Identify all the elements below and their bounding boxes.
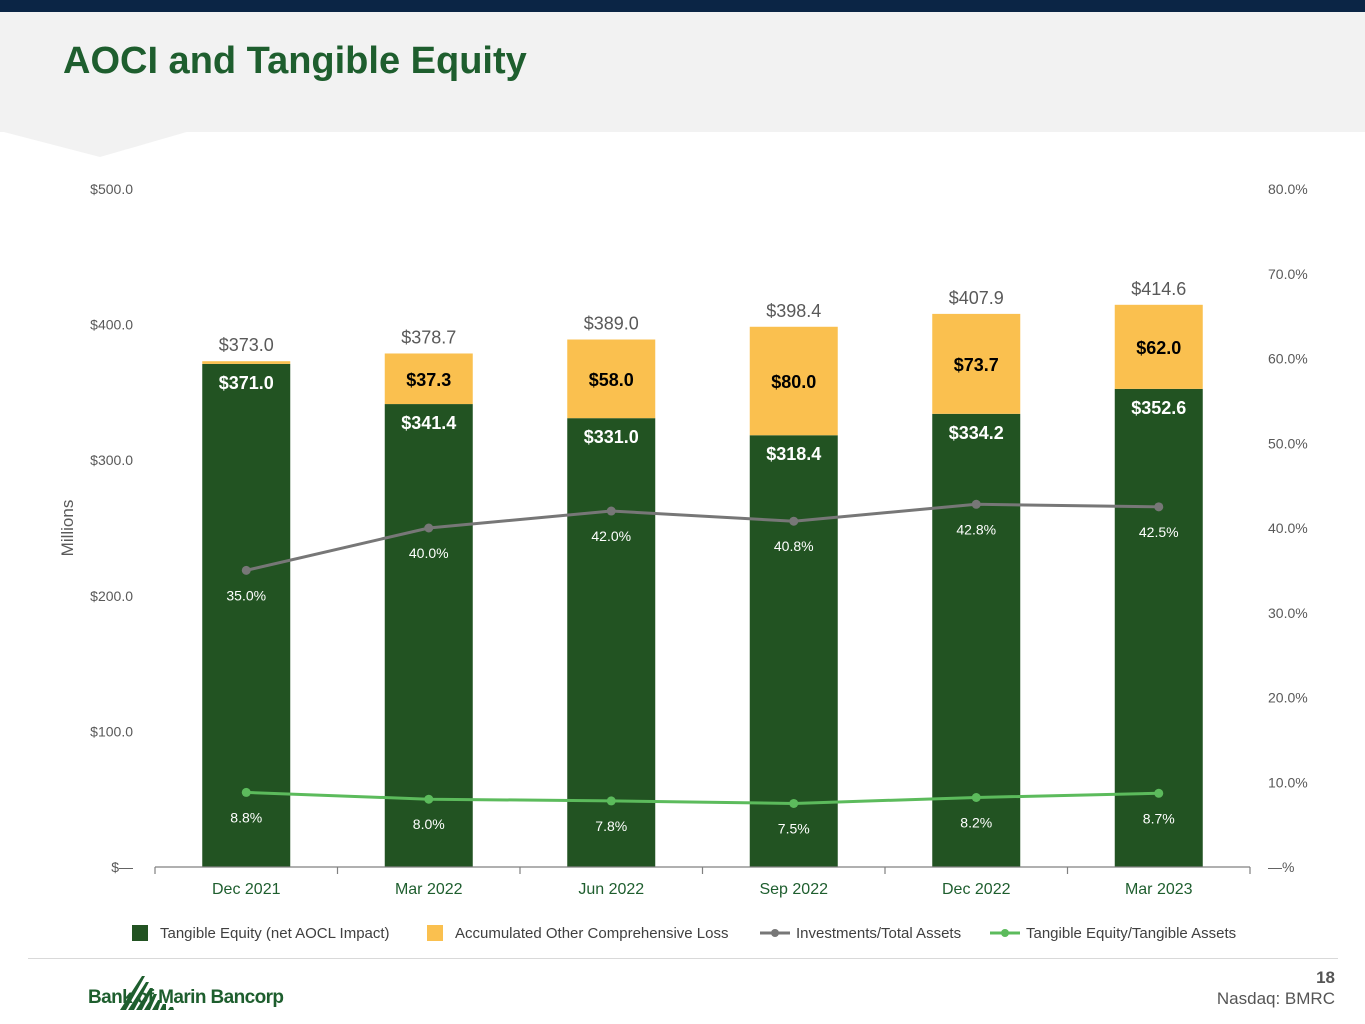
bar-tangible-equity xyxy=(932,413,1021,867)
footer-divider xyxy=(28,958,1338,959)
investments-total-assets-data-label: 40.8% xyxy=(774,538,814,554)
page-number: 18 xyxy=(1316,968,1335,987)
investments-total-assets-point xyxy=(424,523,434,533)
data-label-tangible-equity: $334.2 xyxy=(949,423,1004,443)
investments-total-assets-line xyxy=(245,502,1159,572)
legend-label-ratio: Tangible Equity/Tangible Assets xyxy=(1026,925,1236,942)
data-label-aocl: $73.7 xyxy=(954,355,999,375)
legend-label-aocl: Accumulated Other Comprehensive Loss xyxy=(455,925,728,942)
data-label-tangible-equity: $341.4 xyxy=(401,413,456,433)
y2-tick-label: 50.0% xyxy=(1268,435,1308,451)
data-label-aocl: $62.0 xyxy=(1136,338,1181,358)
data-label-tangible-equity: $371.0 xyxy=(219,373,274,393)
investments-total-assets-point xyxy=(606,506,616,516)
bar-aocl xyxy=(202,361,291,364)
y2-tick-label: —% xyxy=(1268,859,1294,875)
y2-tick-label: 30.0% xyxy=(1268,605,1308,621)
investments-total-assets-point xyxy=(241,565,251,575)
data-label-tangible-equity: $318.4 xyxy=(766,444,821,464)
y2-tick-label: 20.0% xyxy=(1268,690,1308,706)
y-tick-label: $200.0 xyxy=(90,588,133,604)
bar-aocl xyxy=(932,313,1021,414)
x-tick-label: Jun 2022 xyxy=(578,881,644,898)
header-band xyxy=(0,12,1365,132)
data-label-aocl: $58.0 xyxy=(589,370,634,390)
y-tick-label: $500.0 xyxy=(90,181,133,197)
legend-swatch-tangible-equity xyxy=(132,925,148,941)
investments-total-assets-data-label: 42.8% xyxy=(956,521,996,537)
bank-logo-icon xyxy=(120,976,174,1010)
legend-label-tangible-equity: Tangible Equity (net AOCL Impact) xyxy=(160,925,390,942)
tangible-equity-ratio-point xyxy=(789,798,799,808)
bar-tangible-equity xyxy=(1114,388,1203,867)
bar-tangible-equity xyxy=(202,363,291,867)
data-label-total: $414.6 xyxy=(1131,279,1186,299)
tangible-equity-ratio-point xyxy=(606,796,616,806)
x-tick-label: Mar 2022 xyxy=(395,881,463,898)
page-title: AOCI and Tangible Equity xyxy=(63,40,527,82)
y-axis-title: Millions xyxy=(58,500,77,557)
header-notch xyxy=(0,131,190,157)
y2-tick-label: 80.0% xyxy=(1268,181,1308,197)
tangible-equity-ratio-point xyxy=(424,794,434,804)
bar-aocl xyxy=(567,339,656,419)
tangible-equity-ratio-point xyxy=(241,787,251,797)
investments-total-assets-data-label: 42.0% xyxy=(591,528,631,544)
tangible-equity-ratio-point xyxy=(971,793,981,803)
tangible-equity-ratio-data-label: 8.8% xyxy=(230,809,262,825)
data-label-tangible-equity: $331.0 xyxy=(584,427,639,447)
tangible-equity-ratio-data-label: 8.2% xyxy=(960,815,992,831)
legend-swatch-investments-point xyxy=(771,929,779,937)
bar-tangible-equity xyxy=(384,404,473,867)
x-tick-label: Sep 2022 xyxy=(759,881,828,898)
y-tick-label: $— xyxy=(111,859,133,875)
tangible-equity-ratio-line xyxy=(246,790,1159,805)
x-tick-label: Dec 2022 xyxy=(942,881,1011,898)
data-label-tangible-equity: $352.6 xyxy=(1131,398,1186,418)
y-tick-label: $100.0 xyxy=(90,723,133,739)
tangible-equity-ratio-point xyxy=(1154,788,1164,798)
tangible-equity-ratio-data-label: 8.0% xyxy=(413,816,445,832)
bar-aocl xyxy=(1114,304,1203,389)
legend-swatch-ratio-point xyxy=(1001,929,1009,937)
investments-total-assets-data-label: 35.0% xyxy=(226,587,266,603)
y2-tick-label: 40.0% xyxy=(1268,520,1308,536)
investments-total-assets-point xyxy=(789,516,799,526)
data-label-total: $398.4 xyxy=(766,301,821,321)
data-label-total: $389.0 xyxy=(584,314,639,334)
investments-total-assets-data-label: 42.5% xyxy=(1139,524,1179,540)
top-bar xyxy=(0,0,1365,12)
tangible-equity-ratio-data-label: 8.7% xyxy=(1143,810,1175,826)
data-label-aocl: $80.0 xyxy=(771,372,816,392)
data-label-total: $407.9 xyxy=(949,288,1004,308)
bar-aocl xyxy=(749,326,838,436)
data-label-total: $378.7 xyxy=(401,327,456,347)
chart: $— $100.0 $200.0 $300.0 $400.0 $500.0 —% 10.0% 2… xyxy=(58,181,1308,942)
y2-tick-label: 70.0% xyxy=(1268,266,1308,282)
investments-total-assets-data-label: 40.0% xyxy=(409,545,449,561)
tangible-equity-ratio-data-label: 7.5% xyxy=(778,820,810,836)
y2-tick-label: 10.0% xyxy=(1268,774,1308,790)
x-tick-label: Mar 2023 xyxy=(1125,881,1193,898)
bar-tangible-equity xyxy=(567,418,656,867)
data-label-aocl: $37.3 xyxy=(406,370,451,390)
investments-total-assets-point xyxy=(1154,502,1164,512)
bar-aocl xyxy=(384,353,473,405)
y-tick-label: $400.0 xyxy=(90,317,133,333)
investments-total-assets-point xyxy=(971,499,981,509)
legend-label-investments: Investments/Total Assets xyxy=(796,925,961,942)
logo-text: Bank of Marin Bancorp xyxy=(88,987,284,1008)
ticker-symbol: Nasdaq: BMRC xyxy=(1216,989,1335,1008)
y2-tick-label: 60.0% xyxy=(1268,351,1308,367)
data-label-total: $373.0 xyxy=(219,335,274,355)
bar-tangible-equity xyxy=(749,435,838,867)
x-tick-label: Dec 2021 xyxy=(212,881,281,898)
legend-swatch-aocl xyxy=(427,925,443,941)
tangible-equity-ratio-data-label: 7.8% xyxy=(595,818,627,834)
y-tick-label: $300.0 xyxy=(90,452,133,468)
